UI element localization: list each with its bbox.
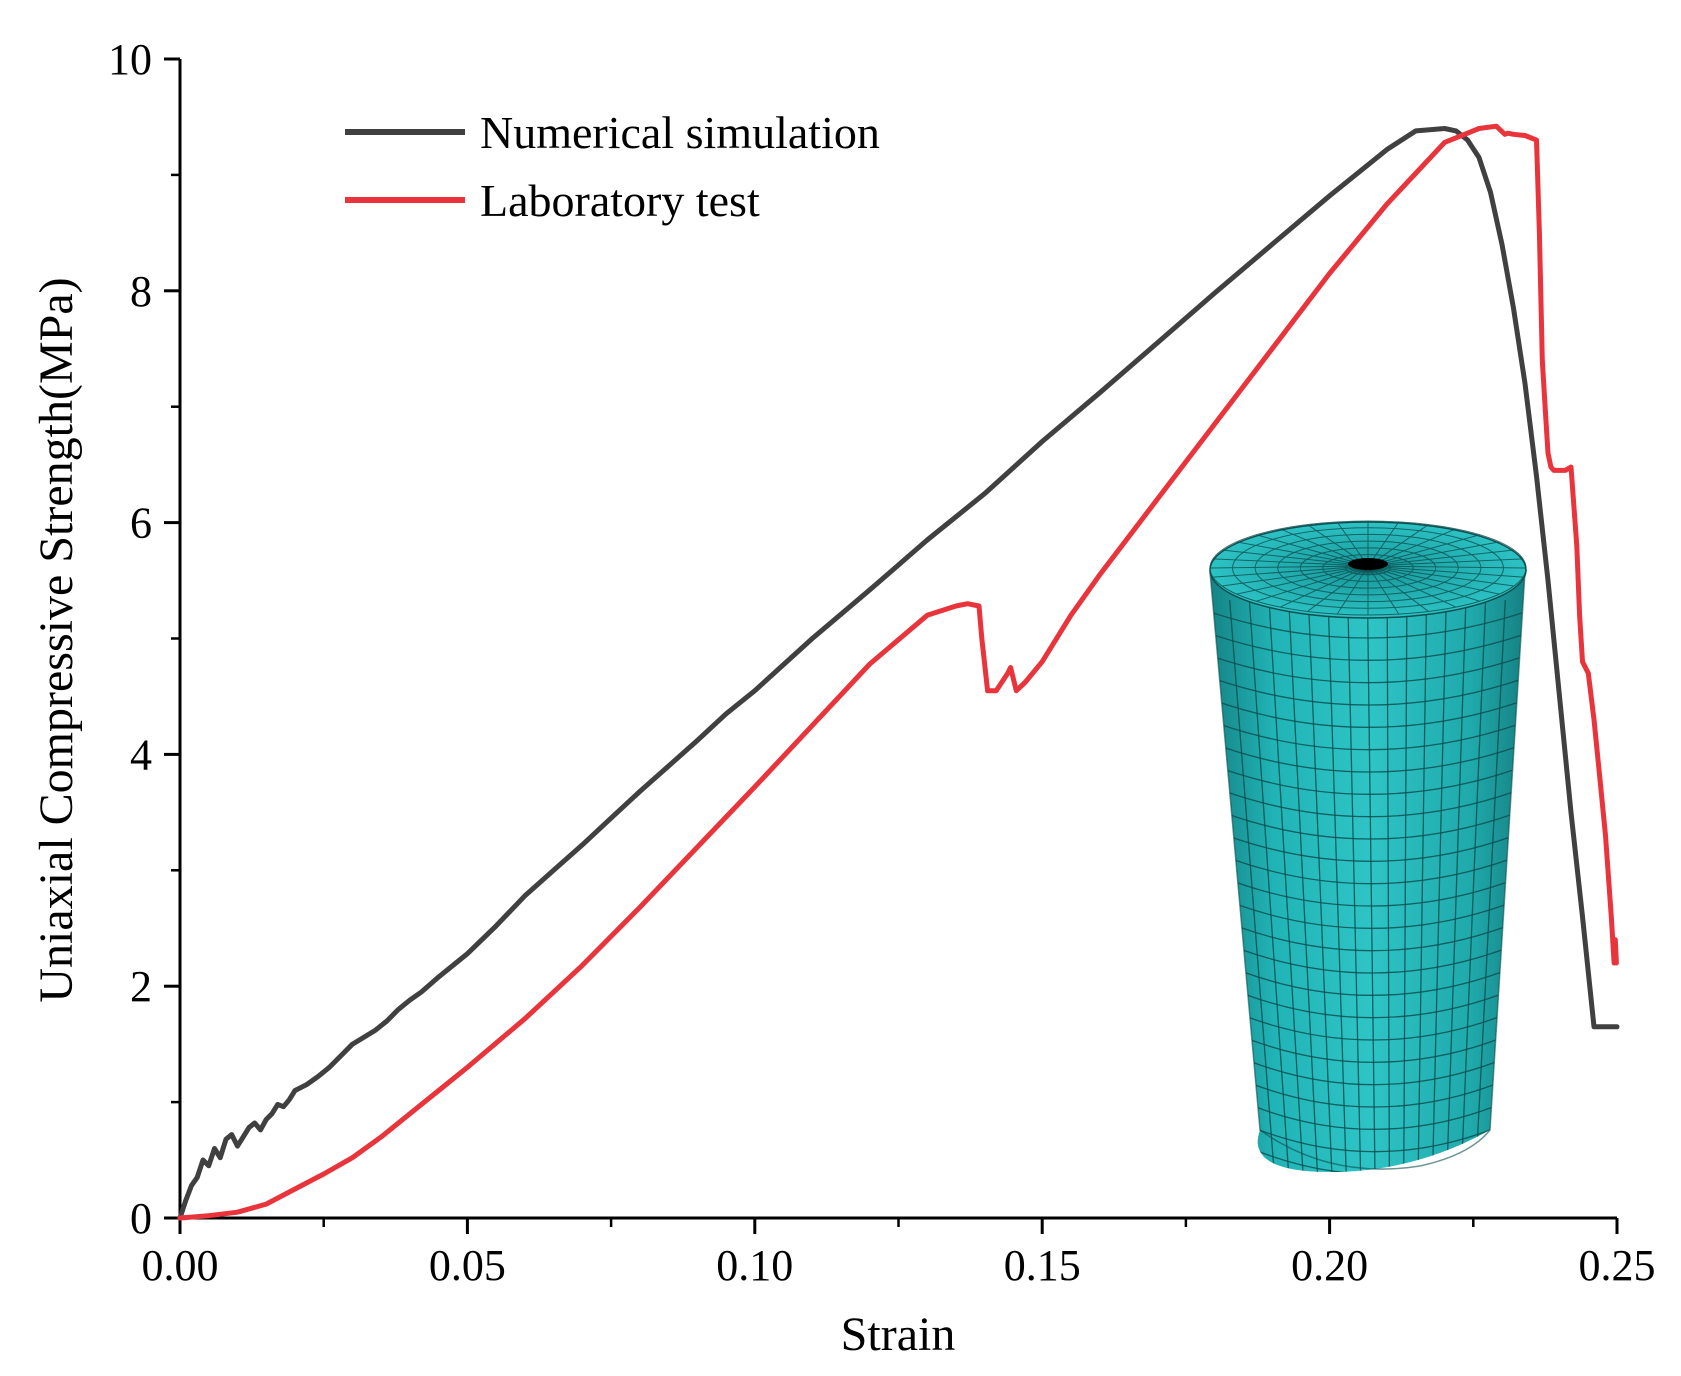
- y-tick-label: 10: [108, 35, 152, 84]
- y-tick-label: 0: [130, 1194, 152, 1243]
- legend-label-numerical: Numerical simulation: [480, 107, 880, 158]
- legend: Numerical simulation Laboratory test: [345, 107, 880, 226]
- x-ticks: 0.00 0.05 0.10 0.15 0.20 0.25: [142, 1218, 1656, 1290]
- y-tick-label: 4: [130, 730, 152, 779]
- x-tick-label: 0.15: [1004, 1241, 1081, 1290]
- y-tick-label: 6: [130, 499, 152, 548]
- y-axis-title: Uniaxial Compressive Strength(MPa): [30, 277, 83, 1002]
- series-line-numerical-simulation: [177, 126, 1620, 1221]
- axes: 0.00 0.05 0.10 0.15 0.20 0.25 0 2 4 6 8 10: [108, 35, 1656, 1290]
- series-group: [177, 123, 1620, 1221]
- x-tick-label: 0.20: [1291, 1241, 1368, 1290]
- legend-label-laboratory: Laboratory test: [480, 175, 760, 226]
- y-tick-label: 2: [130, 962, 152, 1011]
- y-tick-label: 8: [130, 267, 152, 316]
- series-line-laboratory-test: [177, 123, 1619, 1221]
- x-tick-label: 0.10: [716, 1241, 793, 1290]
- specimen-mesh-image: [1209, 520, 1527, 1172]
- x-tick-label: 0.00: [142, 1241, 219, 1290]
- x-tick-label: 0.25: [1579, 1241, 1656, 1290]
- x-axis-title: Strain: [841, 1308, 956, 1361]
- y-ticks: 0 2 4 6 8 10: [108, 35, 180, 1243]
- x-tick-label: 0.05: [429, 1241, 506, 1290]
